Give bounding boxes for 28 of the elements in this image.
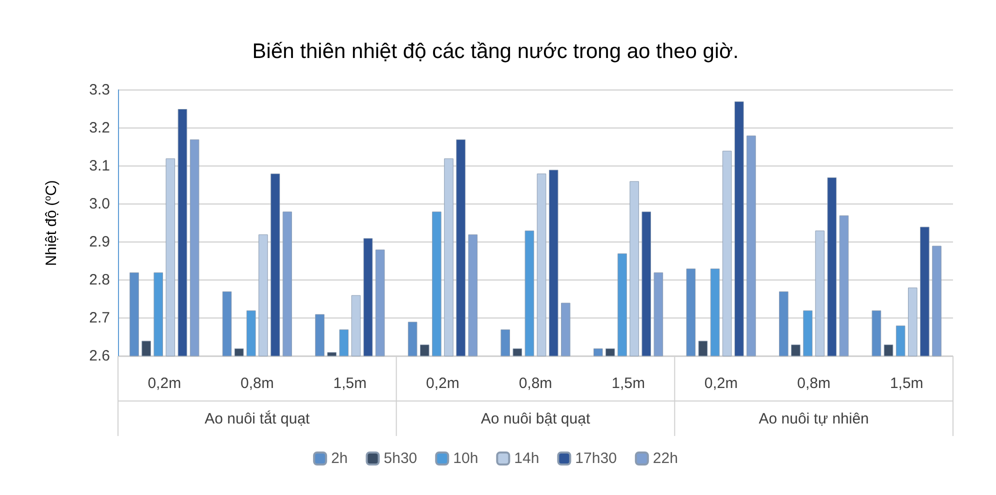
x-tick-label: 1,5m	[612, 375, 645, 392]
legend-label: 22h	[652, 450, 678, 467]
x-tick-label: 0,2m	[704, 375, 738, 392]
x-tick-label: 0,2m	[426, 375, 460, 392]
x-tick-label: 0,2m	[148, 375, 182, 392]
legend-label: 14h	[514, 450, 540, 467]
y-tick-label: 3.0	[89, 196, 110, 212]
y-tick-label: 3.3	[89, 82, 110, 98]
x-tick-label: 1,5m	[333, 375, 367, 392]
y-tick-label: 3.1	[89, 158, 110, 174]
legend-label: 5h30	[384, 450, 418, 467]
x-tick-label: 0,8m	[518, 375, 552, 392]
y-tick-label: 2.7	[89, 310, 110, 326]
legend-label: 10h	[453, 450, 478, 467]
y-tick-label: 2.6	[89, 348, 110, 364]
text: Ao nuôi tự nhiên	[758, 410, 869, 428]
text: Ao nuôi tắt quạt	[204, 410, 311, 428]
text: Ao nuôi bật quạt	[480, 410, 591, 428]
chart-title: Biến thiên nhiệt độ các tầng nước trong ao theo giờ.	[252, 40, 739, 63]
x-tick-label: 0,8m	[240, 375, 274, 392]
y-tick-label: 3.2	[89, 120, 110, 136]
y-tick-label: 2.9	[89, 234, 110, 250]
legend-label: 17h30	[575, 450, 617, 467]
legend-label: 2h	[331, 450, 348, 467]
y-tick-label: 2.8	[89, 272, 110, 288]
x-tick-label: 0,8m	[797, 375, 831, 392]
y-axis-title: Nhiệt độ (oC)	[42, 180, 60, 266]
x-tick-label: 1,5m	[890, 375, 924, 392]
